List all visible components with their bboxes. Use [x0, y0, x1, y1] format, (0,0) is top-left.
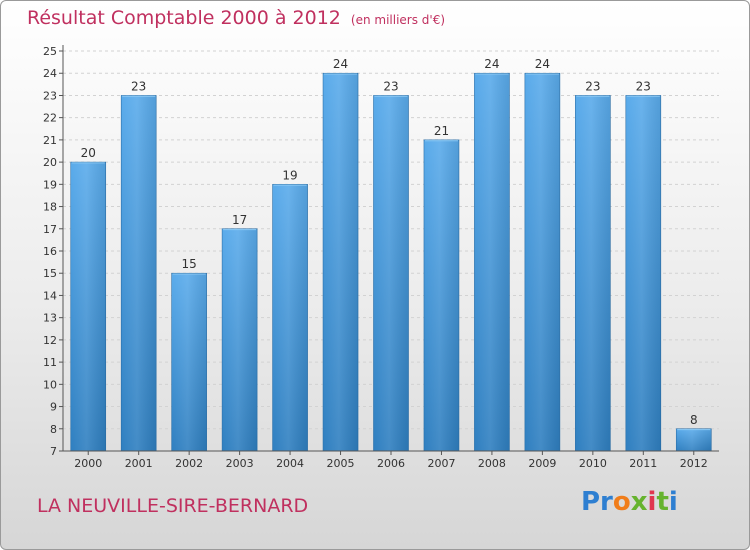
y-tick-label: 21	[43, 134, 57, 147]
y-tick-label: 12	[43, 334, 57, 347]
bar-shine	[222, 228, 258, 451]
data-label: 23	[585, 79, 600, 93]
data-label: 23	[636, 79, 651, 93]
data-label: 21	[434, 124, 449, 138]
bar-shine	[524, 73, 560, 451]
y-tick-label: 18	[43, 201, 57, 214]
y-tick-label: 20	[43, 156, 57, 169]
x-tick-label: 2009	[528, 457, 556, 470]
y-tick-label: 17	[43, 223, 57, 236]
y-tick-label: 25	[43, 45, 57, 58]
y-tick-label: 13	[43, 312, 57, 325]
x-tick-label: 2006	[377, 457, 405, 470]
x-tick-label: 2010	[579, 457, 607, 470]
data-label: 20	[81, 146, 96, 160]
bar-shine	[625, 95, 661, 451]
bar-shine	[171, 273, 207, 451]
chart-subtitle: (en milliers d'€)	[350, 13, 446, 27]
data-label: 19	[282, 168, 297, 182]
bar-shine	[676, 428, 712, 451]
x-tick-label: 2001	[125, 457, 153, 470]
data-label: 23	[383, 79, 398, 93]
x-tick-label: 2003	[226, 457, 254, 470]
x-tick-label: 2000	[74, 457, 102, 470]
proxiti-logo: Proxiti	[581, 487, 678, 517]
bar-shine	[70, 162, 106, 451]
y-tick-label: 7	[50, 445, 57, 458]
x-tick-label: 2008	[478, 457, 506, 470]
x-tick-label: 2012	[680, 457, 708, 470]
data-label: 23	[131, 79, 146, 93]
data-label: 8	[690, 413, 698, 427]
data-label: 24	[484, 57, 499, 71]
y-tick-label: 11	[43, 356, 57, 369]
data-label: 15	[182, 257, 197, 271]
y-tick-label: 22	[43, 112, 57, 125]
y-tick-label: 9	[50, 401, 57, 414]
y-tick-label: 19	[43, 178, 57, 191]
data-label: 17	[232, 213, 247, 227]
y-tick-label: 10	[43, 378, 57, 391]
data-label: 24	[535, 57, 550, 71]
bar-shine	[373, 95, 409, 451]
bars: 20 23 15 17 19 24 23 21 24 24 23 23 8	[70, 57, 712, 452]
y-tick-label: 23	[43, 89, 57, 102]
chart-title: Résultat Comptable 2000 à 2012 (en millie…	[27, 7, 445, 29]
y-tick-label: 8	[50, 423, 57, 436]
bar-shine	[121, 95, 157, 451]
x-tick-label: 2005	[327, 457, 355, 470]
data-label: 24	[333, 57, 348, 71]
bar-shine	[323, 73, 359, 451]
x-tick-label: 2011	[629, 457, 657, 470]
bar-shine	[423, 139, 459, 451]
y-axis: 7 8 9 10 11 12 13 14 15 16 17 18 19 20 21 22 23 24 25	[43, 45, 64, 458]
y-tick-label: 16	[43, 245, 57, 258]
x-tick-label: 2004	[276, 457, 304, 470]
bar-shine	[474, 73, 510, 451]
y-tick-label: 15	[43, 267, 57, 280]
x-axis: 2000 2001 2002 2003 2004 2005 2006 2007 2008 2009…	[63, 450, 719, 470]
bar-shine	[575, 95, 611, 451]
chart-title-text: Résultat Comptable 2000 à 2012	[27, 7, 341, 29]
x-tick-label: 2007	[427, 457, 455, 470]
y-tick-label: 14	[43, 289, 57, 302]
x-tick-label: 2002	[175, 457, 203, 470]
y-tick-label: 24	[43, 67, 57, 80]
commune-name: LA NEUVILLE-SIRE-BERNARD	[37, 495, 309, 517]
bar-shine	[272, 184, 308, 452]
